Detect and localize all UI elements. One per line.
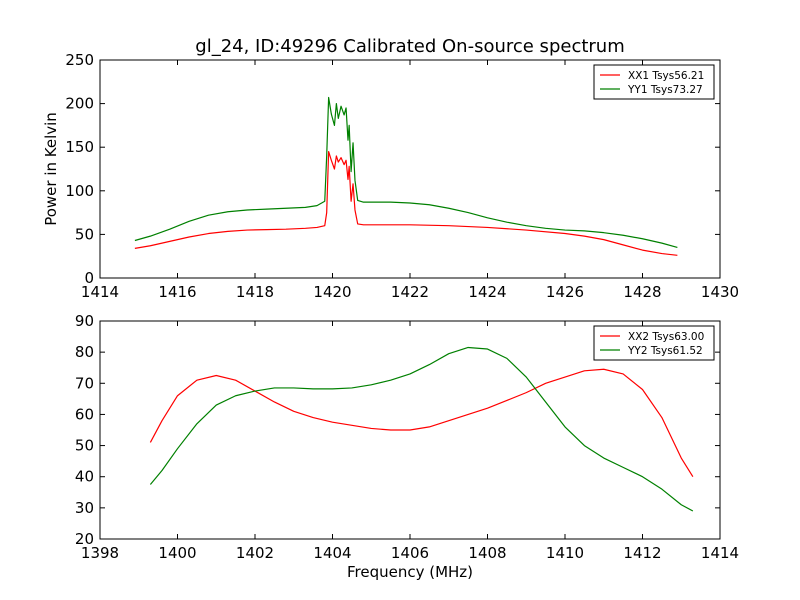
top-series-yy1-line <box>134 96 678 249</box>
bottom-x-tick-label: 1398 <box>81 544 119 562</box>
bottom-x-tick-label: 1406 <box>391 544 429 562</box>
top-legend: XX1 Tsys56.21 YY1 Tsys73.27 <box>593 64 715 100</box>
top-y-tick-label: 200 <box>65 95 94 113</box>
top-x-tick-label: 1418 <box>236 283 274 301</box>
bottom-y-tick-label: 40 <box>75 468 94 486</box>
top-x-tick-label: 1416 <box>158 283 196 301</box>
chart-title: gl_24, ID:49296 Calibrated On-source spe… <box>195 36 624 57</box>
top-x-tick-label: 1420 <box>313 283 351 301</box>
top-series-xx1-line <box>134 150 678 256</box>
bottom-y-tick-label: 80 <box>75 343 94 361</box>
bottom-y-tick-label: 60 <box>75 405 94 423</box>
bottom-y-tick-label: 70 <box>75 374 94 392</box>
top-legend-label: XX1 Tsys56.21 <box>628 70 704 82</box>
bottom-x-tick-label: 1404 <box>313 544 351 562</box>
bottom-xlabel: Frequency (MHz) <box>347 563 473 581</box>
bottom-legend: XX2 Tsys63.00 YY2 Tsys61.52 <box>593 325 715 361</box>
top-x-tick-label: 1426 <box>546 283 584 301</box>
top-x-tick-label: 1430 <box>701 283 739 301</box>
bottom-x-tick-label: 1414 <box>701 544 739 562</box>
top-x-tick-label: 1422 <box>391 283 429 301</box>
bottom-x-tick-label: 1402 <box>236 544 274 562</box>
top-x-tick-label: 1414 <box>81 283 119 301</box>
top-axes: 1414 1416 1418 1420 1422 1424 1426 1428 1430 0 50 1… <box>65 51 739 301</box>
bottom-axes: 1398 1400 1402 1404 1406 1408 1410 1412 1414 20 30… <box>75 312 739 562</box>
bottom-y-tick-label: 20 <box>75 530 94 548</box>
bottom-y-tick-label: 50 <box>75 437 94 455</box>
top-legend-box <box>593 64 715 100</box>
bottom-legend-label: YY2 Tsys61.52 <box>627 345 703 357</box>
bottom-series-yy2-line <box>149 346 694 512</box>
bottom-y-tick-label: 30 <box>75 499 94 517</box>
top-y-tick-label: 100 <box>65 182 94 200</box>
bottom-y-tick-label: 90 <box>75 312 94 330</box>
top-x-tick-label: 1428 <box>623 283 661 301</box>
bottom-x-tick-label: 1410 <box>546 544 584 562</box>
bottom-series-xx2-line <box>149 368 694 478</box>
bottom-legend-box <box>593 325 715 361</box>
bottom-x-tick-label: 1408 <box>468 544 506 562</box>
top-y-tick-label: 0 <box>84 269 94 287</box>
top-x-tick-label: 1424 <box>468 283 506 301</box>
bottom-legend-label: XX2 Tsys63.00 <box>628 331 704 343</box>
top-y-tick-label: 150 <box>65 138 94 156</box>
top-legend-label: YY1 Tsys73.27 <box>627 84 703 96</box>
bottom-x-tick-label: 1412 <box>623 544 661 562</box>
top-y-tick-label: 50 <box>75 225 94 243</box>
top-ylabel: Power in Kelvin <box>42 112 60 226</box>
top-y-tick-label: 250 <box>65 51 94 69</box>
bottom-x-tick-label: 1400 <box>158 544 196 562</box>
